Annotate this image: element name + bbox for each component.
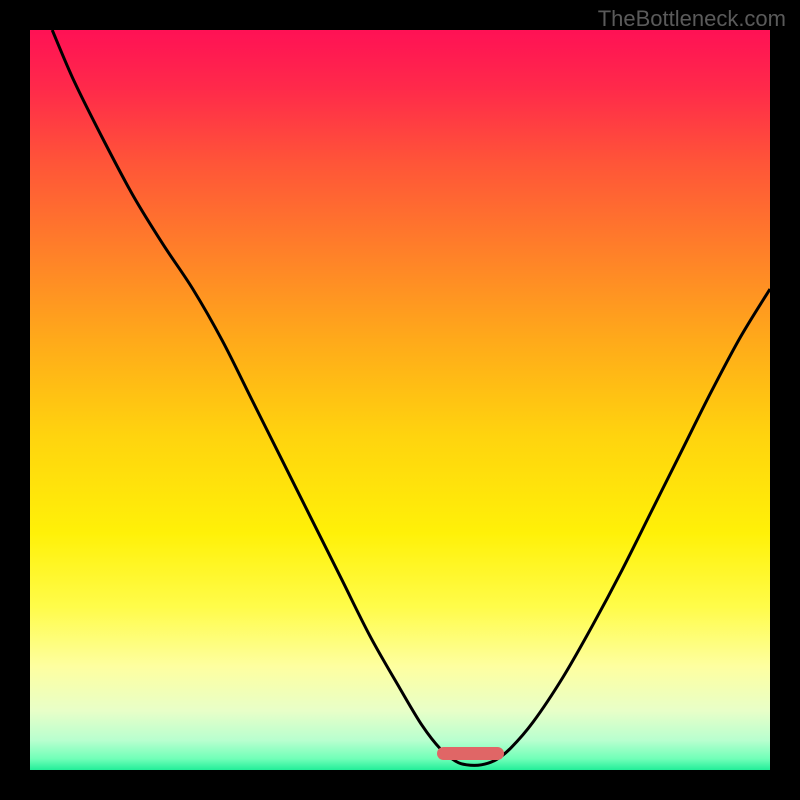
chart-container: { "watermark": { "text": "TheBottleneck.…	[0, 0, 800, 800]
bottleneck-curve	[30, 30, 770, 770]
watermark-text: TheBottleneck.com	[598, 6, 786, 32]
optimal-range-marker	[437, 747, 504, 760]
plot-area	[30, 30, 770, 770]
